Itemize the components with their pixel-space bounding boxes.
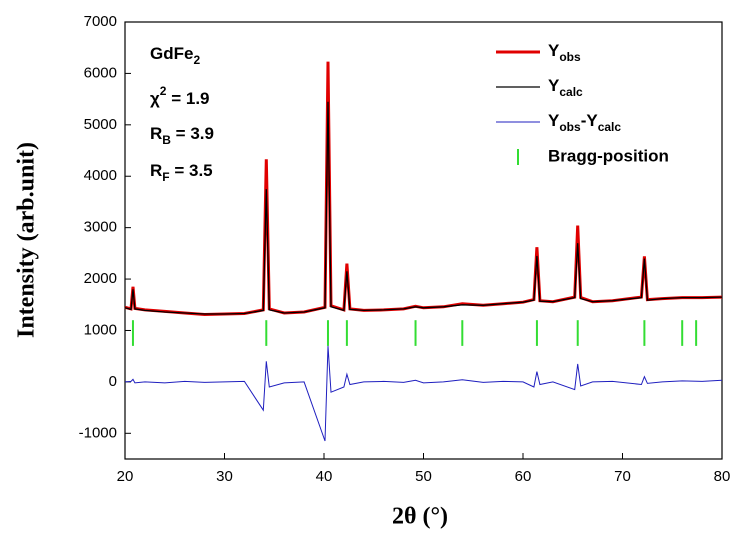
- text-part: GdFe: [150, 44, 193, 63]
- label: χ2 = 1.9: [150, 84, 210, 108]
- x-tick-label: 30: [216, 468, 233, 485]
- text-part: = 3.5: [170, 161, 213, 180]
- y-tick-label: 3000: [84, 219, 117, 236]
- text-part: calc: [559, 85, 583, 99]
- y-tick-label: 6000: [84, 64, 117, 81]
- label: Yobs: [548, 41, 581, 64]
- y-tick-label: 2000: [84, 270, 117, 287]
- legend-label: Bragg-position: [548, 146, 669, 165]
- text-part: B: [162, 133, 171, 147]
- y-tick-label: 1000: [84, 321, 117, 338]
- text-part: Y: [548, 111, 560, 130]
- series-line: [124, 101, 723, 315]
- y-tick-label: -1000: [79, 424, 117, 441]
- y-tick-label: 4000: [84, 167, 117, 184]
- y-tick-label: 7000: [84, 13, 117, 30]
- text-part: -Y: [581, 111, 599, 130]
- text-part: 2: [193, 53, 200, 67]
- x-tick-label: 20: [117, 468, 134, 485]
- text-part: F: [162, 170, 169, 184]
- label: Ycalc: [548, 76, 583, 99]
- text-part: 2: [160, 84, 167, 98]
- y-tick-label: 0: [109, 373, 117, 390]
- text-part: = 1.9: [166, 89, 209, 108]
- text-part: R: [150, 161, 162, 180]
- x-tick-label: 50: [415, 468, 432, 485]
- x-tick-label: 60: [515, 468, 532, 485]
- text-part: calc: [598, 120, 622, 134]
- text-part: obs: [559, 50, 581, 64]
- y-axis-label: Intensity (arb.unit): [14, 142, 40, 338]
- series-line: [124, 61, 723, 317]
- label: Yobs-Ycalc: [548, 111, 621, 134]
- series-line: [124, 345, 723, 442]
- y-tick-label: 5000: [84, 116, 117, 133]
- text-part: χ: [150, 89, 160, 108]
- plot-frame: [124, 21, 723, 460]
- text-part: obs: [559, 120, 581, 134]
- x-tick-label: 70: [614, 468, 631, 485]
- x-tick-label: 80: [714, 468, 731, 485]
- label: GdFe2: [150, 44, 200, 67]
- text-part: Y: [548, 41, 560, 60]
- label: RB = 3.9: [150, 124, 214, 147]
- text-part: R: [150, 124, 162, 143]
- x-axis-label: 2θ (°): [392, 504, 448, 530]
- text-part: Y: [548, 76, 560, 95]
- x-tick-label: 40: [316, 468, 333, 485]
- text-part: = 3.9: [171, 124, 214, 143]
- label: RF = 3.5: [150, 161, 213, 184]
